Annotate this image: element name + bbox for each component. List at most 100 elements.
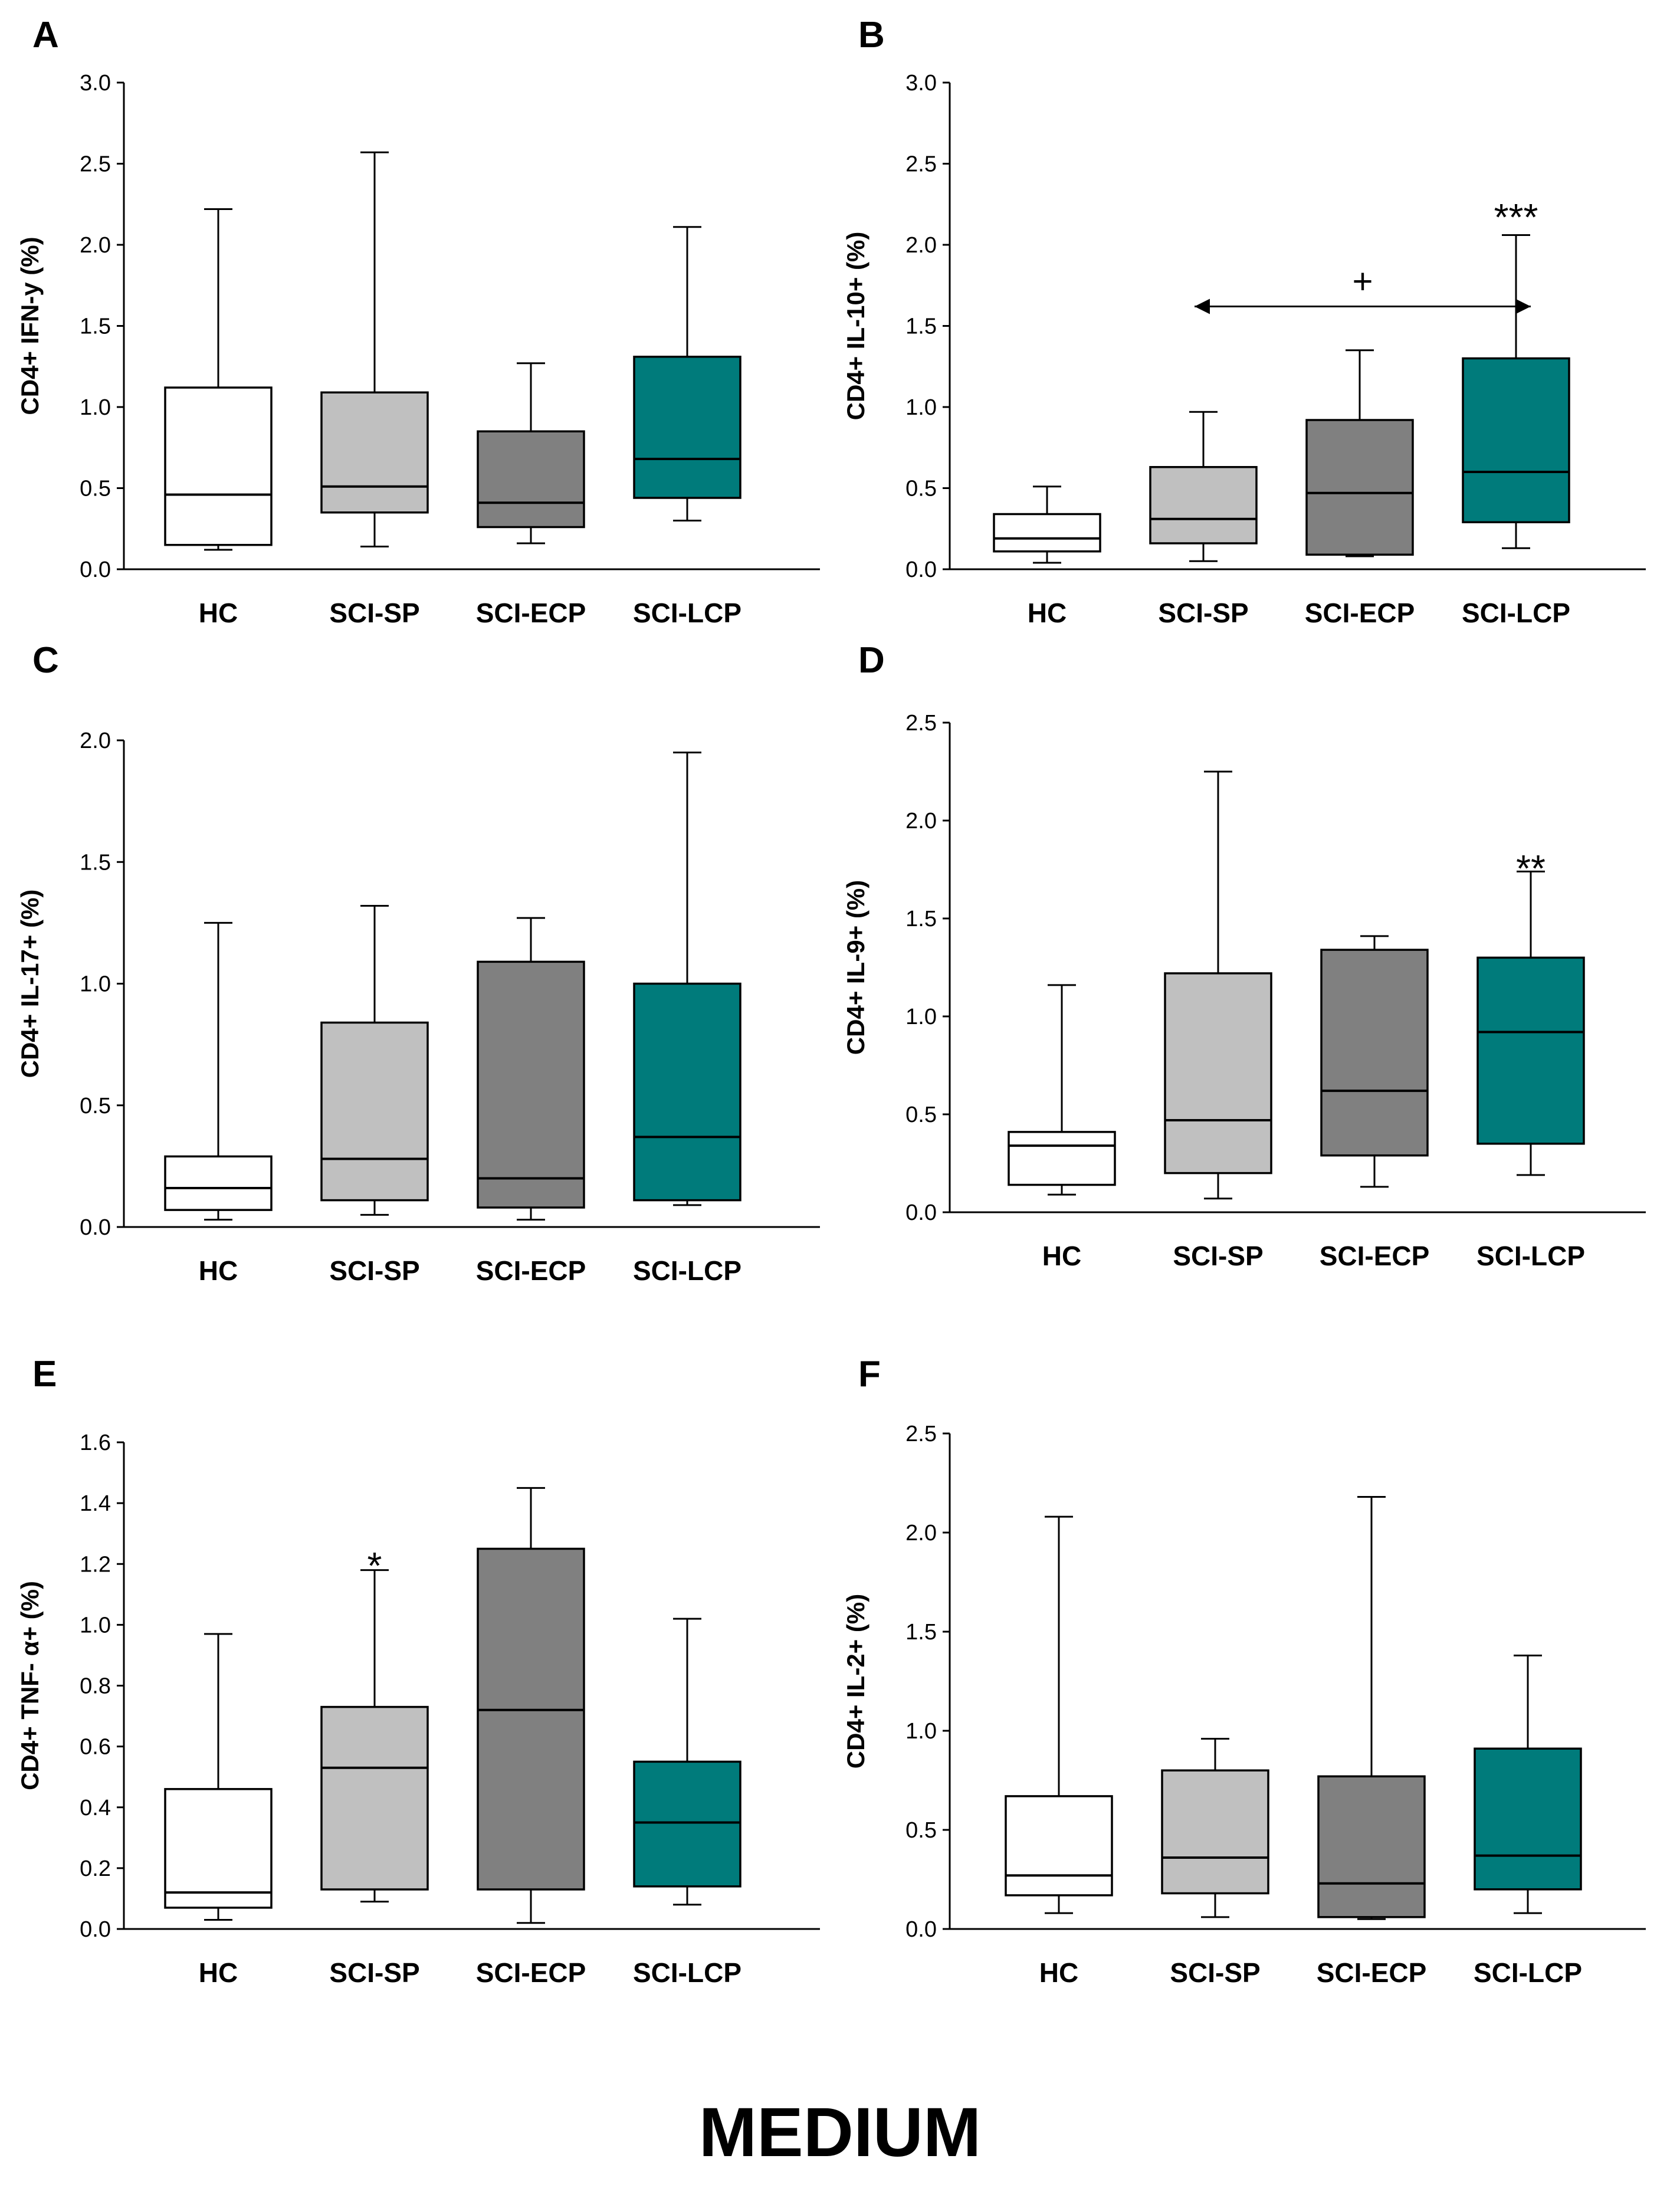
box-sci-lcp: [633, 1760, 741, 1888]
y-tick-label: 2.0: [80, 729, 111, 753]
category-label: SCI-ECP: [1320, 1241, 1430, 1271]
y-tick-label: 1.0: [905, 1719, 937, 1744]
y-axis-title: CD4+ IFN-y (%): [16, 237, 44, 415]
box-sci-ecp: [477, 960, 585, 1209]
y-tick-label: 2.0: [905, 809, 937, 834]
panel-letter: D: [858, 640, 885, 681]
box-sci-lcp: [633, 356, 741, 499]
y-tick-label: 0.0: [905, 557, 937, 582]
box-sci-sp: [320, 1021, 429, 1202]
category-label: SCI-ECP: [476, 1957, 586, 1988]
y-tick-label: 1.5: [905, 314, 937, 339]
y-tick-label: 2.0: [905, 1521, 937, 1546]
category-label: SCI-LCP: [1474, 1957, 1582, 1988]
category-label: HC: [199, 598, 238, 628]
y-tick-label: 1.4: [80, 1491, 111, 1516]
category-label: SCI-SP: [329, 1957, 419, 1988]
y-tick-label: 0.0: [905, 1917, 937, 1942]
category-label: SCI-LCP: [633, 1957, 741, 1988]
y-tick-label: 3.0: [80, 71, 111, 96]
panel-letter: A: [32, 15, 59, 55]
category-label: SCI-ECP: [1305, 598, 1415, 628]
arrow-head-left: [1195, 298, 1210, 314]
box-sci-lcp: [633, 982, 741, 1202]
panel-b: B 0.0 0.5 1.0 1.5 2.0 2.5 3.0 CD4+ IL-10+ (%) HC S…: [842, 15, 1646, 628]
y-tick-label: 0.0: [905, 1200, 937, 1225]
category-label: SCI-LCP: [633, 1255, 741, 1286]
y-axis-title: CD4+ IL-2+ (%): [842, 1594, 869, 1769]
y-tick-label: 0.5: [905, 1818, 937, 1843]
category-label: SCI-LCP: [633, 598, 741, 628]
y-tick-label: 0.8: [80, 1674, 111, 1699]
y-tick-label: 1.5: [905, 1620, 937, 1645]
category-label: SCI-SP: [329, 598, 419, 628]
y-axis-title: CD4+ TNF- α+ (%): [16, 1581, 44, 1790]
y-tick-label: 1.5: [80, 314, 111, 339]
box-hc: [1008, 1131, 1116, 1186]
panel-d: D 0.0 0.5 1.0 1.5 2.0 2.5 CD4+ IL-9+ (%) HC SCI-S…: [842, 640, 1646, 1271]
panel-letter: C: [32, 640, 59, 681]
box-sci-ecp: [1320, 949, 1429, 1157]
box-sci-ecp: [477, 1547, 585, 1891]
box-sci-sp: [1161, 1769, 1269, 1895]
panel-e: E 0.0 0.2 0.4 0.6 0.8 1.0 1.2 1.4 1.6 CD4+ TNF- α+…: [16, 1354, 820, 1988]
y-tick-label: 1.6: [80, 1431, 111, 1455]
y-tick-label: 1.5: [905, 907, 937, 931]
category-label: HC: [199, 1957, 238, 1988]
y-tick-label: 3.0: [905, 71, 937, 96]
panel-c: C 0.0 0.5 1.0 1.5 2.0 CD4+ IL-17+ (%) HC SCI-SP S…: [16, 640, 820, 1286]
y-tick-label: 0.0: [80, 557, 111, 582]
y-tick-label: 1.0: [905, 395, 937, 420]
y-tick-label: 1.0: [80, 1613, 111, 1638]
y-tick-label: 2.0: [905, 233, 937, 258]
y-tick-label: 0.6: [80, 1735, 111, 1760]
y-axis-title: CD4+ IL-10+ (%): [842, 232, 869, 421]
y-tick-label: 2.5: [80, 152, 111, 177]
y-tick-label: 1.0: [80, 395, 111, 420]
y-tick-label: 0.5: [905, 477, 937, 501]
category-label: HC: [1028, 598, 1067, 628]
box-sci-sp: [1149, 466, 1258, 544]
y-tick-label: 0.5: [80, 1094, 111, 1118]
box-hc: [993, 513, 1101, 553]
y-tick-label: 0.2: [80, 1856, 111, 1881]
category-label: HC: [1042, 1241, 1081, 1271]
category-label: SCI-SP: [1173, 1241, 1263, 1271]
y-tick-label: 0.0: [80, 1917, 111, 1942]
arrow-head-right: [1515, 298, 1531, 314]
category-label: SCI-ECP: [476, 598, 586, 628]
box-sci-sp: [320, 391, 429, 514]
significance-marker: *: [368, 1544, 382, 1587]
y-tick-label: 1.2: [80, 1552, 111, 1577]
box-hc: [164, 386, 273, 546]
y-tick-label: 2.5: [905, 711, 937, 736]
category-label: SCI-LCP: [1462, 598, 1570, 628]
comparison-marker: +: [1352, 262, 1373, 301]
y-tick-label: 2.5: [905, 1422, 937, 1446]
panel-a: A 0.0 0.5 1.0 1.5 2.0 2.5 3.0 CD4+ IFN-y (%) HC SC…: [16, 15, 820, 628]
y-axis-title: CD4+ IL-9+ (%): [842, 880, 869, 1055]
box-sci-ecp: [1317, 1775, 1426, 1918]
y-tick-label: 1.0: [905, 1005, 937, 1029]
category-label: SCI-ECP: [476, 1255, 586, 1286]
box-sci-lcp: [1476, 956, 1585, 1145]
box-hc: [1005, 1795, 1113, 1897]
y-tick-label: 1.5: [80, 850, 111, 875]
y-tick-label: 0.5: [80, 477, 111, 501]
category-label: SCI-LCP: [1476, 1241, 1585, 1271]
y-tick-label: 1.0: [80, 972, 111, 997]
box-hc: [164, 1788, 273, 1909]
box-sci-sp: [320, 1705, 429, 1891]
panel-letter: F: [858, 1354, 881, 1395]
box-sci-lcp: [1474, 1747, 1582, 1891]
box-sci-sp: [1164, 972, 1272, 1174]
significance-marker: ***: [1494, 196, 1538, 238]
box-sci-lcp: [1462, 357, 1570, 523]
box-hc: [164, 1155, 273, 1211]
y-tick-label: 0.4: [80, 1796, 111, 1820]
y-axis-title: CD4+ IL-17+ (%): [16, 890, 44, 1078]
y-tick-label: 0.0: [80, 1215, 111, 1240]
panel-letter: B: [858, 15, 885, 55]
category-label: HC: [1039, 1957, 1078, 1988]
